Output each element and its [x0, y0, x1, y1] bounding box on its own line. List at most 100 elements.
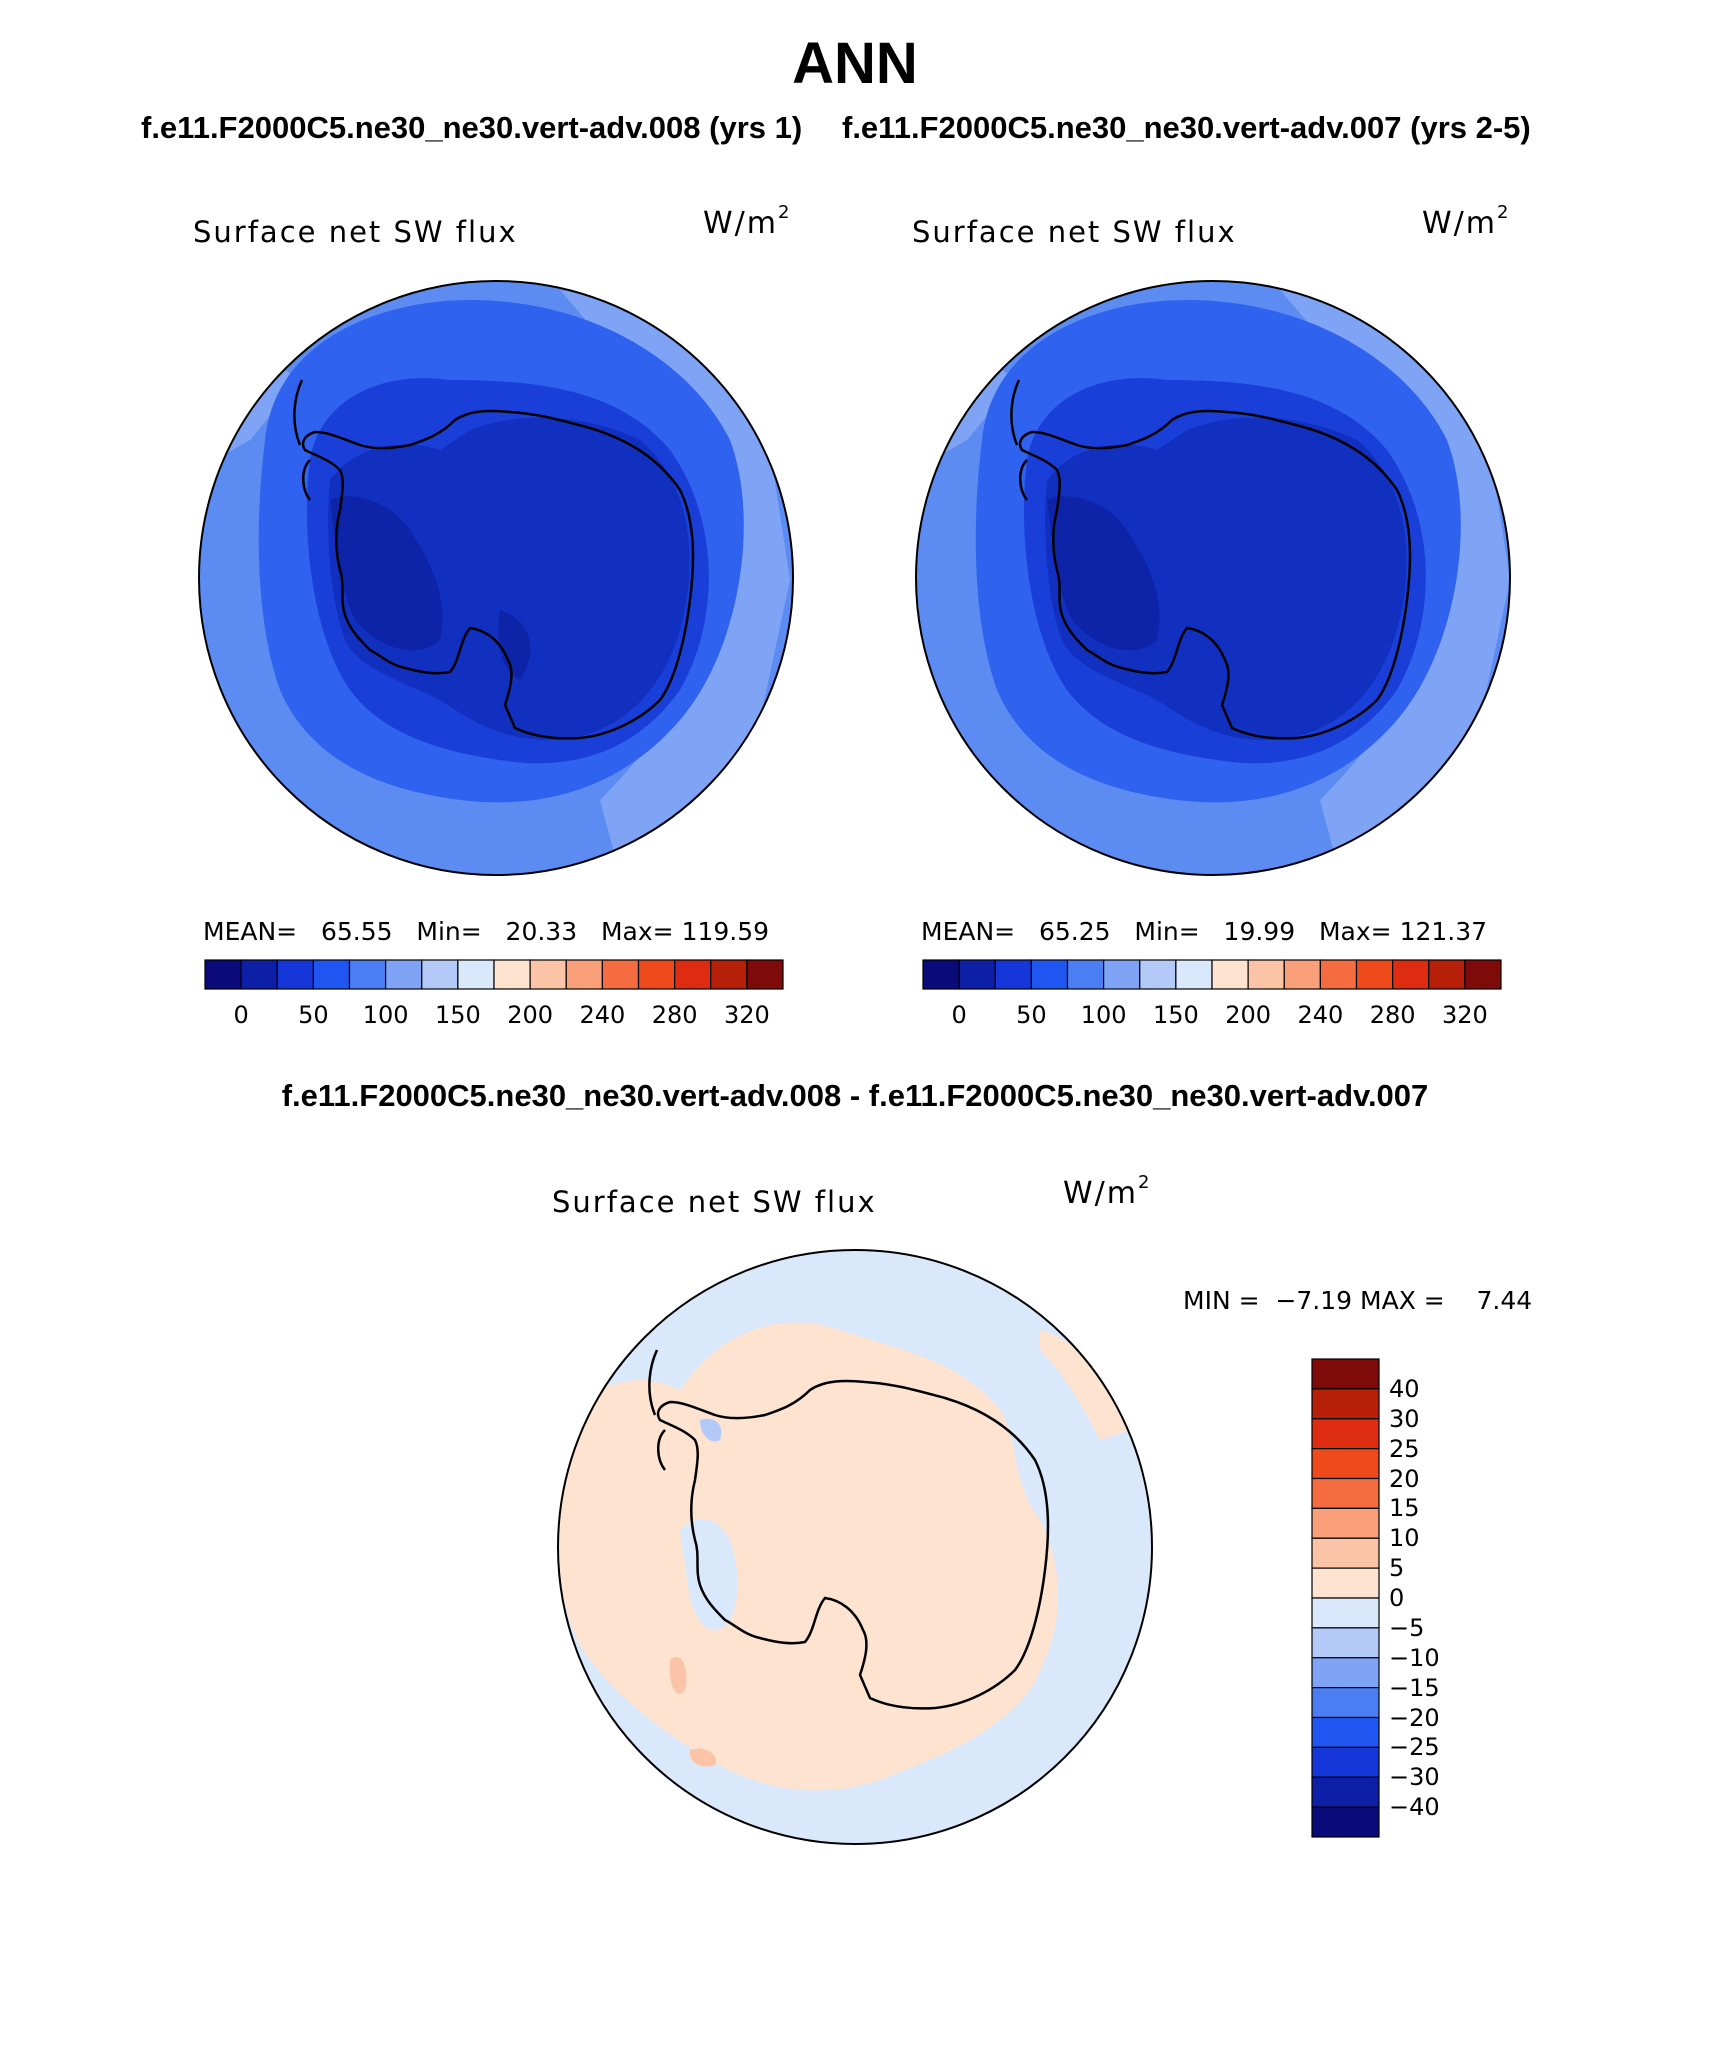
map1-antarctic-fill: [328, 417, 690, 740]
colorbar-panel2-swatch: [1139, 959, 1177, 990]
panel1-max-value: 119.59: [681, 917, 770, 946]
colorbar-panel1-swatch: [674, 959, 712, 990]
colorbar-diff-tick-label: 20: [1389, 1464, 1420, 1493]
colorbar-diff-swatch: [1311, 1388, 1380, 1420]
colorbar-diff-tick-label: −25: [1389, 1733, 1440, 1762]
colorbar-panel2-tick-label: 280: [1369, 1001, 1416, 1029]
colorbar-diff-tick-label: −10: [1389, 1643, 1440, 1672]
diff-positive-ne: [1040, 1330, 1130, 1440]
colorbar-panel2-swatch: [1211, 959, 1249, 990]
diff-variable-label: Surface net SW flux: [552, 1185, 877, 1219]
diff-positive-patch2: [689, 1748, 716, 1767]
colorbar-panel2-swatch: [922, 959, 960, 990]
panel1-stats: MEAN= 65.55 Min= 20.33 Max= 119.59: [203, 917, 769, 946]
diff-max-value: 7.44: [1476, 1286, 1533, 1315]
panel1-min-value: 20.33: [505, 917, 578, 946]
panel2-mean-label: MEAN=: [921, 917, 1016, 946]
panel2-min-label: Min=: [1134, 917, 1200, 946]
diff-min-value: −7.19: [1275, 1286, 1353, 1315]
map2-border: [915, 280, 1511, 876]
colorbar-panel1-swatch: [421, 959, 459, 990]
colorbar-panel1-tick-label: 100: [362, 1001, 409, 1029]
diff-title: f.e11.F2000C5.ne30_ne30.vert-adv.008 - f…: [281, 1078, 1429, 1113]
diff-positive-patch1: [669, 1656, 687, 1694]
colorbar-panel1-swatch: [276, 959, 314, 990]
panel1-units: W/m2: [703, 202, 790, 241]
map1-light-band-east: [560, 290, 790, 875]
colorbar-diff-tick-label: 30: [1389, 1404, 1420, 1433]
map2-darkest-west: [1047, 496, 1160, 651]
colorbar-diff-swatch: [1311, 1657, 1380, 1689]
map2-peninsula: [1010, 379, 1029, 501]
panel1-mean-label: MEAN=: [203, 917, 298, 946]
colorbar-diff-swatch: [1311, 1477, 1380, 1509]
colorbar-panel2-swatch: [1175, 959, 1213, 990]
colorbar-panel1-tick-label: 0: [233, 1001, 249, 1029]
colorbar-panel2-swatch: [1103, 959, 1141, 990]
colorbar-panel2-tick-label: 0: [951, 1001, 967, 1029]
diff-stats: MIN = −7.19 MAX = 7.44: [1183, 1286, 1532, 1315]
diff-min-label: MIN =: [1183, 1286, 1260, 1315]
colorbar-panel1-swatch: [637, 959, 676, 990]
panel1-min-label: Min=: [416, 917, 482, 946]
colorbar-panel1-swatch: [348, 959, 387, 990]
panel1-mean-value: 65.55: [320, 917, 393, 946]
colorbar-panel2-swatch: [1464, 959, 1502, 990]
case2-title: f.e11.F2000C5.ne30_ne30.vert-adv.007 (yr…: [842, 110, 1531, 145]
colorbar-panel1-tick-label: 150: [434, 1001, 481, 1029]
colorbar-panel1-swatch: [493, 959, 531, 990]
colorbar-diff-swatch: [1311, 1627, 1380, 1659]
diff-max-label: MAX =: [1360, 1286, 1445, 1315]
colorbar-panel2-tick-label: 100: [1080, 1001, 1127, 1029]
panel2-stats: MEAN= 65.25 Min= 19.99 Max= 121.37: [921, 917, 1487, 946]
colorbar-panel1-swatch: [385, 959, 423, 990]
colorbar-diff-tick-label: −30: [1389, 1763, 1440, 1792]
colorbar-diff-swatch: [1311, 1746, 1380, 1778]
panel2-max-value: 121.37: [1399, 917, 1488, 946]
colorbar-panel2-swatch: [1283, 959, 1321, 990]
colorbar-diff-tick-label: −20: [1389, 1703, 1440, 1732]
diff-peninsula: [648, 1349, 667, 1471]
colorbar-panel1: [204, 959, 784, 990]
colorbar-panel1-tick-label: 240: [579, 1001, 626, 1029]
colorbar-diff-tick-label: −40: [1389, 1793, 1440, 1822]
colorbar-diff-tick-label: 25: [1389, 1434, 1420, 1463]
diff-map: [558, 1250, 1152, 1844]
colorbar-panel1-swatch: [601, 959, 640, 990]
colorbar-diff: [1311, 1358, 1380, 1838]
diff-negative-ross: [680, 1519, 738, 1631]
colorbar-diff-tick-label: 40: [1389, 1374, 1420, 1403]
colorbar-diff-swatch: [1311, 1597, 1380, 1629]
colorbar-diff-tick-label: 15: [1389, 1494, 1420, 1523]
colorbar-diff-tick-label: 0: [1389, 1584, 1405, 1612]
colorbar-panel2-tick-label: 150: [1152, 1001, 1199, 1029]
colorbar-panel2-tick-label: 240: [1297, 1001, 1344, 1029]
map1-border: [198, 280, 794, 876]
diff-map-border: [557, 1249, 1153, 1845]
colorbar-panel2-swatch: [1355, 959, 1394, 990]
panel2-min-value: 19.99: [1223, 917, 1296, 946]
colorbar-diff-swatch: [1311, 1418, 1380, 1450]
colorbar-panel2-tick-label: 50: [1016, 1001, 1047, 1029]
case1-title: f.e11.F2000C5.ne30_ne30.vert-adv.008 (yr…: [141, 110, 803, 145]
colorbar-panel2-tick-label: 200: [1225, 1001, 1272, 1029]
figure-title: ANN: [792, 31, 918, 96]
panel2-mean-value: 65.25: [1038, 917, 1111, 946]
colorbar-panel2-swatch: [1066, 959, 1105, 990]
colorbar-diff-swatch: [1311, 1537, 1380, 1569]
colorbar-diff-swatch: [1311, 1448, 1380, 1480]
colorbar-panel1-swatch: [457, 959, 495, 990]
colorbar-panel2-swatch: [1247, 959, 1285, 990]
colorbar-diff-swatch: [1311, 1358, 1380, 1390]
panel2-max-label: Max=: [1318, 917, 1392, 946]
colorbar-diff-swatch: [1311, 1776, 1380, 1808]
colorbar-diff-swatch: [1311, 1716, 1380, 1748]
panel1-max-label: Max=: [600, 917, 674, 946]
colorbar-diff-tick-label: −15: [1389, 1673, 1440, 1702]
map1: [199, 281, 793, 875]
colorbar-panel2-swatch: [1428, 959, 1466, 990]
colorbar-panel2-tick-label: 320: [1441, 1001, 1488, 1029]
colorbar-panel1-swatch: [710, 959, 748, 990]
map1-coastline: [301, 409, 695, 740]
